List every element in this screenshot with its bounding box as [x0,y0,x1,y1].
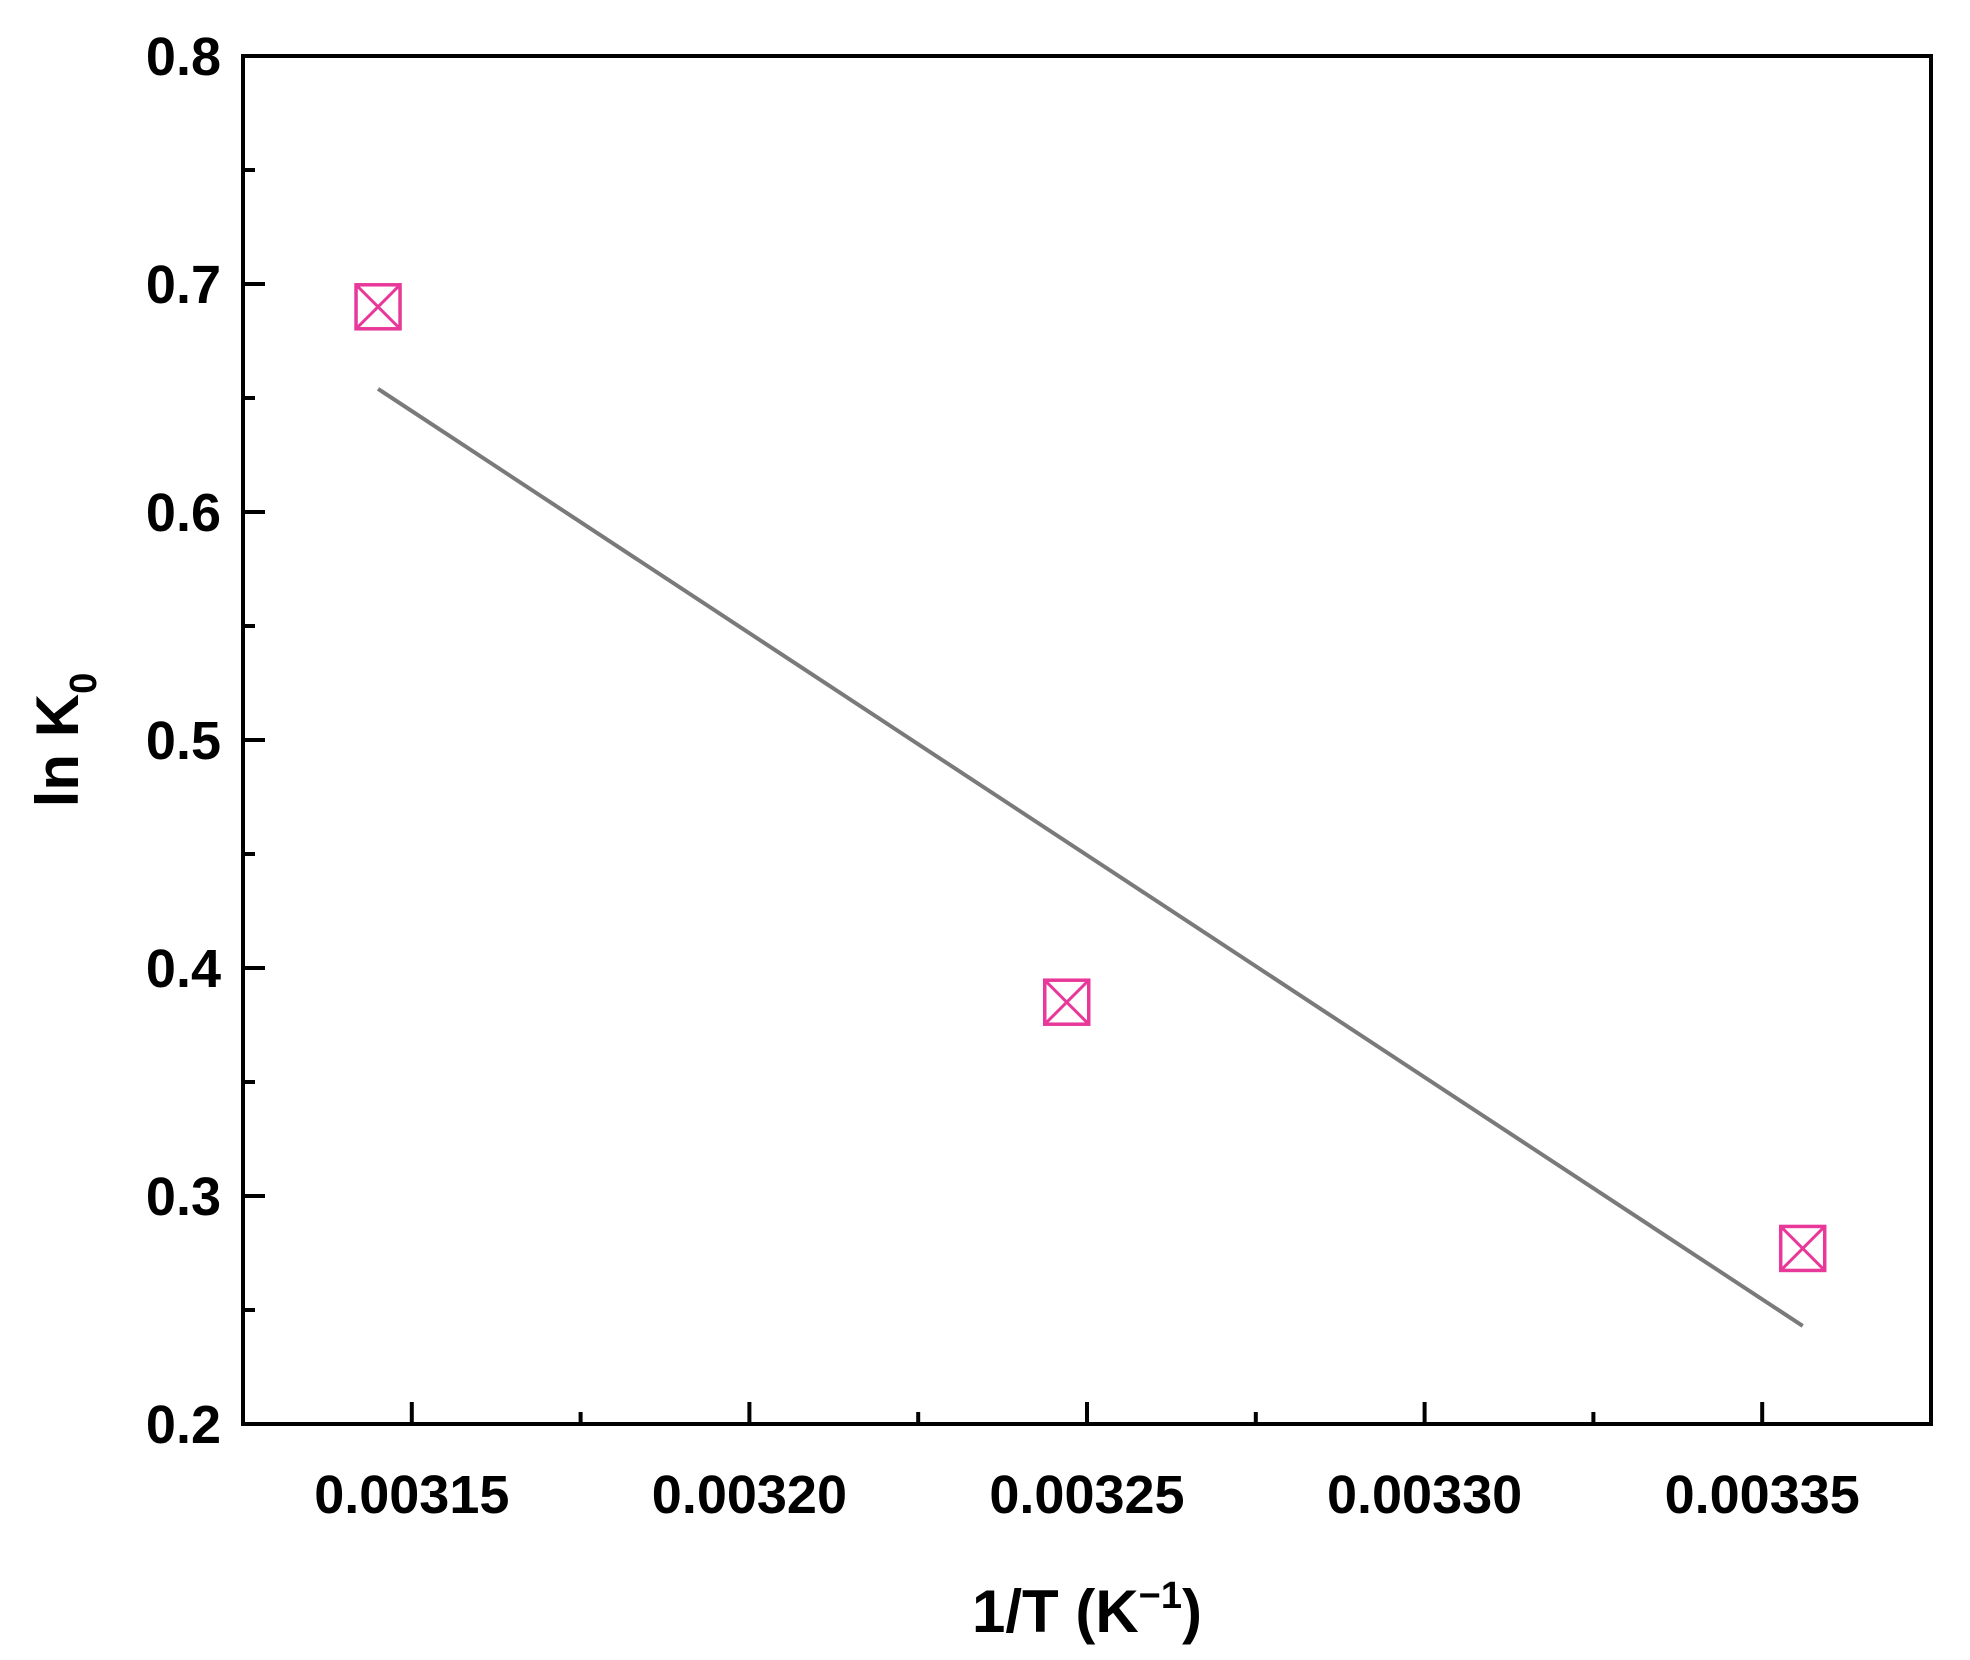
y-tick-label: 0.7 [146,255,221,315]
x-axis-tick-labels: 0.00315 0.00320 0.00325 0.00330 0.00335 [314,1465,1860,1525]
point-marker-cross [1043,979,1090,1026]
data-point [1778,1224,1827,1273]
y-tick-label: 0.2 [146,1395,221,1455]
fit-line [376,387,1804,1328]
data-point [1042,978,1091,1026]
x-tick-label: 0.00335 [1665,1465,1860,1525]
fit-line-layer [376,387,1804,1328]
x-tick-label: 0.00330 [1327,1465,1522,1525]
point-marker-box [354,283,402,331]
point-marker-box [1042,978,1091,1026]
y-tick-label: 0.6 [146,483,221,543]
x-axis-title: 1/T (K−1) [972,1575,1202,1645]
data-points-layer [354,283,1827,1273]
x-tick-label: 0.00325 [989,1465,1184,1525]
y-tick-label: 0.4 [146,939,221,999]
x-tick-label: 0.00320 [652,1465,847,1525]
y-axis-ticks [243,54,265,1426]
plot-frame [241,54,1933,1426]
point-marker-cross [1779,1225,1826,1272]
point-marker-box [1778,1224,1827,1273]
x-tick-label: 0.00315 [314,1465,509,1525]
y-axis-tick-labels: 0.2 0.3 0.4 0.5 0.6 0.7 0.8 [146,27,221,1455]
y-tick-label: 0.3 [146,1167,221,1227]
y-axis-title: ln K0 [24,673,105,807]
y-tick-label: 0.8 [146,27,221,87]
y-tick-label: 0.5 [146,711,221,771]
point-marker-cross [354,283,402,330]
data-point [354,283,402,331]
x-axis-ticks [409,1402,1765,1424]
